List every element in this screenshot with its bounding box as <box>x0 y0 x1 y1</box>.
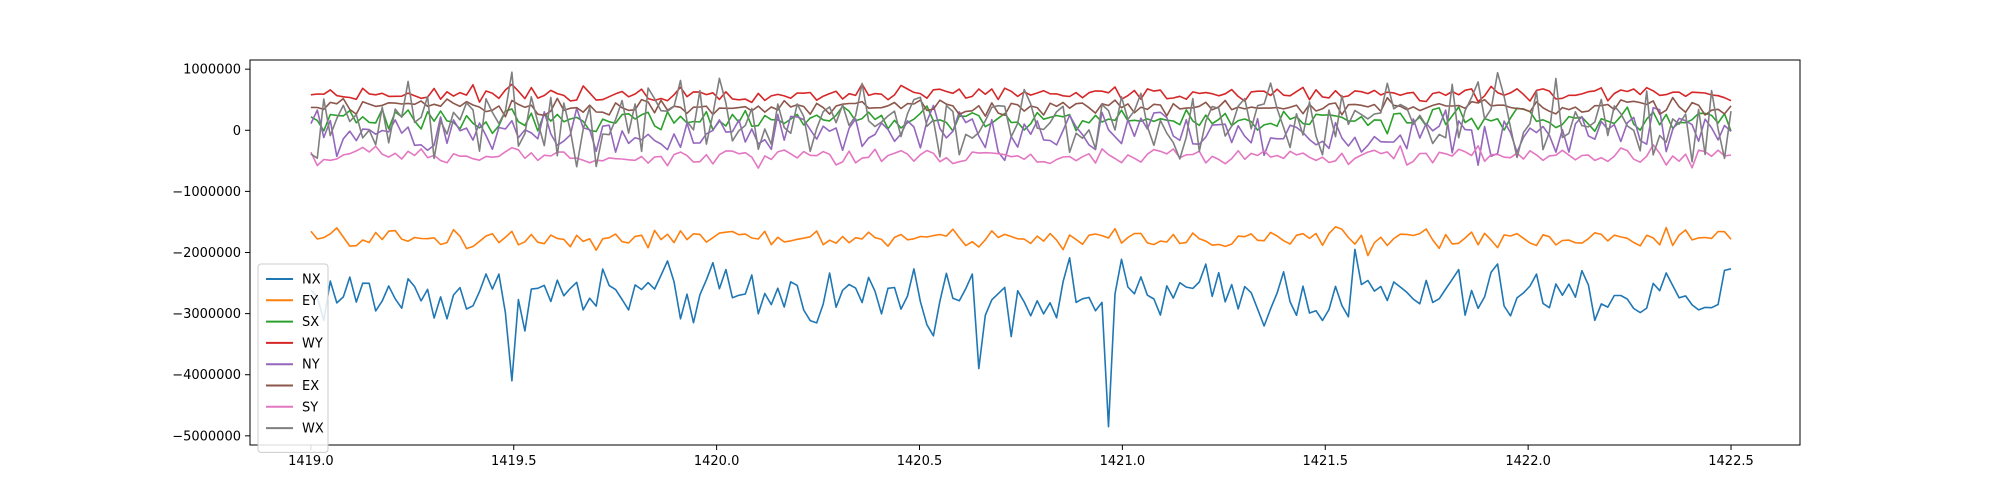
y-tick-label: −1000000 <box>172 185 241 200</box>
series-line-wy <box>310 83 1732 104</box>
legend-label-sx: SX <box>302 315 319 330</box>
series-line-wx <box>310 71 1732 168</box>
x-axis: 1419.0 1419.5 1420.0 1420.5 1421.0 1421.5 1422… <box>288 445 1754 469</box>
y-tick-label: 1000000 <box>183 63 241 78</box>
x-tick-label: 1420.5 <box>897 454 943 469</box>
y-axis: 1000000 0 −1000000 −2000000 −3000000 −4000000… <box>172 63 250 444</box>
x-tick-label: 1419.5 <box>491 454 537 469</box>
y-tick-label: −2000000 <box>172 246 241 261</box>
x-tick-label: 1421.5 <box>1303 454 1349 469</box>
x-tick-label: 1419.0 <box>288 454 334 469</box>
legend-label-ex: EX <box>302 379 319 394</box>
legend-label-wx: WX <box>302 422 324 437</box>
series-line-sy <box>310 144 1732 169</box>
legend-label-ny: NY <box>302 358 320 373</box>
y-tick-label: −3000000 <box>172 307 241 322</box>
x-tick-label: 1422.0 <box>1505 454 1551 469</box>
y-tick-label: −4000000 <box>172 368 241 383</box>
series-line-ey <box>310 226 1732 257</box>
legend-label-wy: WY <box>302 336 323 351</box>
y-tick-label: −5000000 <box>172 429 241 444</box>
y-tick-label: 0 <box>233 124 241 139</box>
series-layer <box>310 71 1732 428</box>
x-tick-label: 1421.0 <box>1100 454 1146 469</box>
legend-label-sy: SY <box>302 400 318 415</box>
legend-label-nx: NX <box>302 273 321 288</box>
legend: NX EY SX WY NY EX SY WX <box>257 263 329 453</box>
x-tick-label: 1422.5 <box>1708 454 1754 469</box>
legend-label-ey: EY <box>302 294 318 309</box>
legend-box <box>257 263 329 453</box>
x-tick-label: 1420.0 <box>694 454 740 469</box>
series-line-nx <box>310 248 1732 428</box>
